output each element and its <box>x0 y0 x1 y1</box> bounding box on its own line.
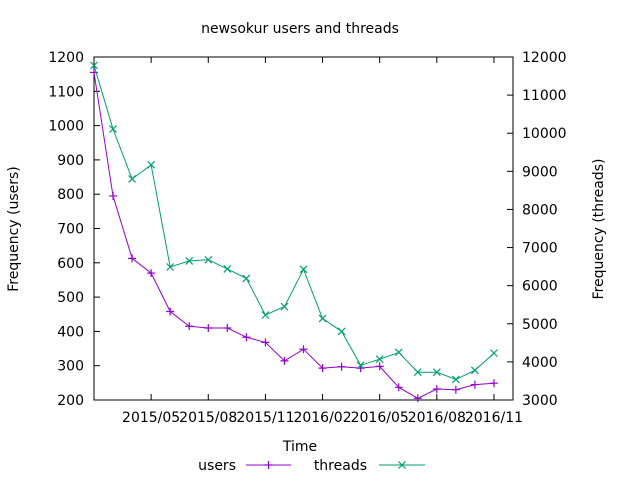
users-point <box>375 362 384 371</box>
users-point <box>280 356 289 365</box>
y-right-tick-label: 8000 <box>522 202 558 218</box>
threads-point <box>147 160 156 169</box>
threads-point <box>432 368 441 377</box>
chart-title: newsokur users and threads <box>201 21 399 37</box>
y-axis-right-label: Frequency (threads) <box>591 159 607 300</box>
threads-series <box>90 61 498 384</box>
users-point <box>166 307 175 316</box>
y-left-tick-label: 900 <box>57 153 84 169</box>
users-point <box>90 68 98 77</box>
threads-point <box>204 255 213 264</box>
users-series <box>90 68 498 403</box>
users-line <box>93 72 495 399</box>
users-point <box>242 333 251 342</box>
y-axis-left: 200 300 400 500 600 700 800 900 1000 1100 1200 <box>48 50 100 409</box>
x-axis: 2015/052015/082015/112016/022016/052016/… <box>122 57 523 426</box>
users-point <box>185 322 194 331</box>
threads-point <box>470 366 479 375</box>
y-right-tick-label: 12000 <box>522 50 567 66</box>
threads-point <box>413 368 422 377</box>
y-axis-left-label: Frequency (users) <box>6 166 22 292</box>
threads-point <box>451 375 460 384</box>
y-right-tick-label: 3000 <box>522 393 558 409</box>
threads-point <box>299 265 308 274</box>
users-point <box>204 323 213 332</box>
users-point <box>337 362 346 371</box>
y-left-tick-label: 700 <box>57 222 84 238</box>
threads-point <box>109 125 117 133</box>
users-point <box>299 345 308 354</box>
threads-point <box>166 263 175 271</box>
users-point <box>489 379 498 388</box>
threads-point <box>242 274 251 283</box>
threads-point <box>261 311 270 319</box>
y-right-tick-label: 7000 <box>522 241 558 257</box>
threads-point <box>398 461 406 469</box>
y-right-tick-label: 6000 <box>522 279 558 295</box>
threads-point <box>223 264 232 273</box>
threads-point <box>356 361 365 370</box>
legend: users threads <box>198 458 425 474</box>
x-tick-label: 2016/08 <box>408 410 466 426</box>
y-left-tick-label: 400 <box>57 324 84 340</box>
users-point <box>109 191 118 200</box>
y-left-tick-label: 1100 <box>48 84 84 100</box>
legend-users-label: users <box>198 458 236 474</box>
threads-point <box>318 314 327 323</box>
threads-point <box>185 256 194 265</box>
threads-point <box>375 355 384 364</box>
users-point <box>413 394 422 403</box>
series-layer <box>90 61 498 403</box>
threads-point <box>90 61 98 70</box>
threads-point <box>394 348 403 357</box>
y-right-tick-label: 11000 <box>522 88 567 104</box>
y-left-tick-label: 600 <box>57 256 84 272</box>
threads-line <box>93 65 495 380</box>
users-point <box>394 383 403 392</box>
users-point <box>470 380 479 389</box>
x-axis-label: Time <box>282 439 317 455</box>
x-tick-label: 2015/11 <box>236 410 294 426</box>
y-left-tick-label: 500 <box>57 290 84 306</box>
y-left-tick-label: 1200 <box>48 50 84 66</box>
y-right-tick-label: 10000 <box>522 126 567 142</box>
y-right-tick-label: 5000 <box>522 317 558 333</box>
x-tick-label: 2016/11 <box>465 410 523 426</box>
users-point <box>223 323 232 332</box>
y-left-tick-label: 800 <box>57 187 84 203</box>
users-point <box>147 269 156 278</box>
y-left-tick-label: 200 <box>57 393 84 409</box>
users-point <box>451 385 460 394</box>
legend-threads-label: threads <box>314 458 367 474</box>
x-tick-label: 2015/05 <box>122 410 180 426</box>
users-point <box>128 254 137 263</box>
y-right-tick-label: 4000 <box>522 355 558 371</box>
y-left-tick-label: 300 <box>57 359 84 375</box>
threads-point <box>490 349 498 358</box>
y-right-tick-label: 9000 <box>522 164 558 180</box>
threads-point <box>280 302 289 311</box>
threads-point <box>337 327 346 336</box>
x-tick-label: 2015/08 <box>179 410 237 426</box>
y-axis-right: 3000 4000 5000 6000 7000 8000 9000 10000 11000 12… <box>507 50 567 409</box>
x-tick-label: 2016/05 <box>351 410 409 426</box>
users-point <box>261 338 270 347</box>
y-left-tick-label: 1000 <box>48 119 84 135</box>
users-point <box>264 461 273 469</box>
users-point <box>318 364 327 373</box>
x-tick-label: 2016/02 <box>293 410 351 426</box>
threads-point <box>128 175 137 183</box>
users-point <box>432 385 441 394</box>
